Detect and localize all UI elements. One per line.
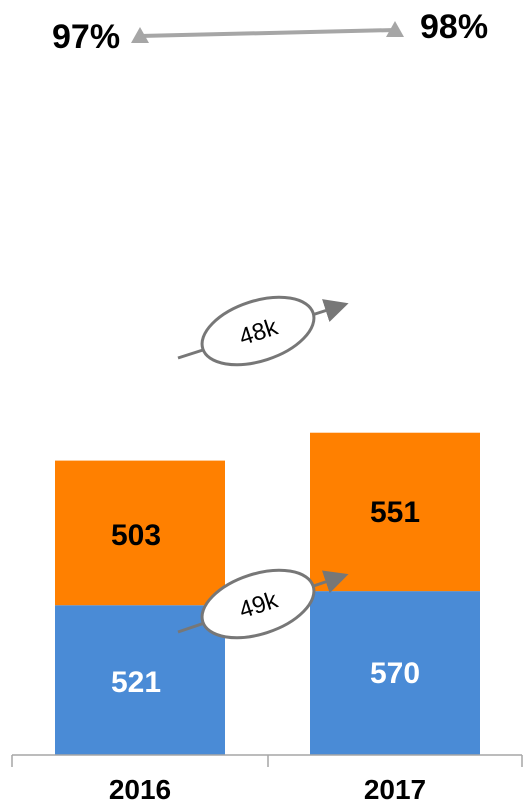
percent-marker-2017 [386, 21, 404, 37]
bar-value-label-2016-series-0: 521 [111, 666, 161, 699]
bar-2016-series-0 [55, 605, 225, 755]
bar-2016-series-1 [55, 460, 225, 606]
delta-ellipse-series-1 [200, 295, 316, 367]
category-label-2017: 2017 [364, 774, 426, 805]
bar-2017-series-1 [310, 432, 480, 592]
bar-value-label-2017-series-1: 551 [370, 496, 420, 529]
bars-layer [55, 432, 480, 755]
percent-line: 97% 98% [52, 8, 488, 56]
bar-2017-series-0 [310, 591, 480, 755]
percent-line-segment [139, 28, 396, 38]
bar-value-label-2017-series-0: 570 [370, 657, 420, 690]
percent-label-2016: 97% [52, 18, 120, 56]
delta-ellipse-series-0 [200, 568, 316, 640]
category-label-2016: 2016 [109, 774, 171, 805]
x-axis [11, 754, 523, 767]
bar-value-labels: 521 570 503 551 [111, 496, 420, 699]
percent-label-2017: 98% [420, 8, 488, 46]
category-labels: 2016 2017 [109, 774, 426, 805]
bar-value-label-2016-series-1: 503 [111, 519, 161, 552]
percent-marker-2016 [131, 27, 149, 43]
